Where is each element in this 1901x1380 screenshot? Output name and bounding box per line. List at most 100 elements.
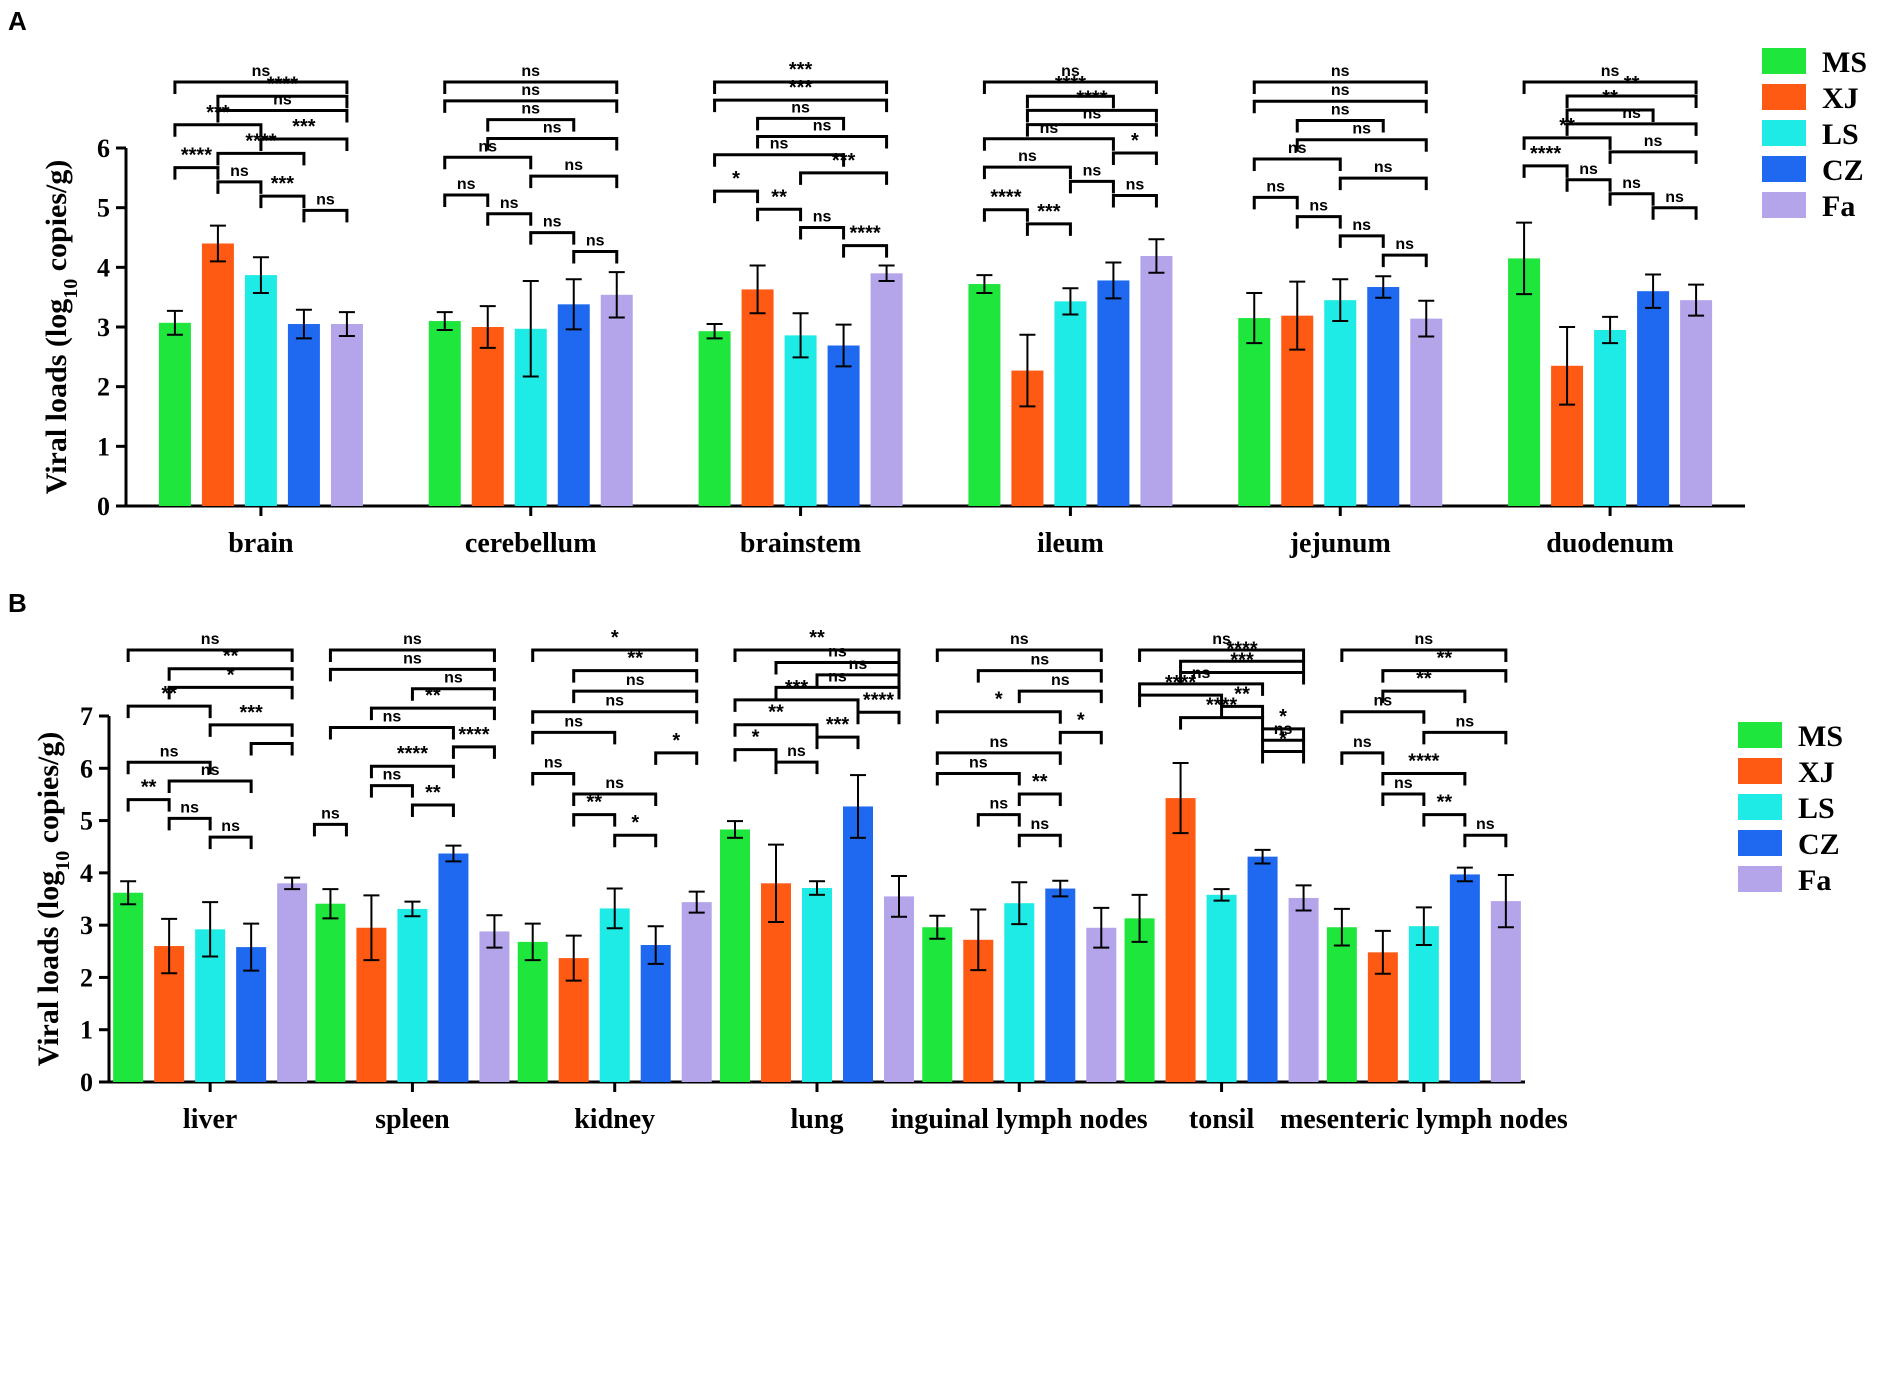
y-tick-label: 4 <box>80 859 93 888</box>
y-tick-label: 7 <box>80 702 93 731</box>
bracket-line <box>572 813 617 827</box>
significance-label: ns <box>1061 63 1080 80</box>
bracket-line <box>259 194 306 209</box>
significance-bracket: ns <box>572 672 699 704</box>
bracket-line <box>410 803 455 817</box>
bracket-line <box>982 80 1158 94</box>
bar-brain-ms <box>158 322 191 506</box>
significance-label: **** <box>1530 143 1561 165</box>
significance-label: ns <box>543 119 562 136</box>
significance-label: **** <box>1076 87 1107 109</box>
significance-label: ** <box>1624 73 1640 95</box>
bracket-line <box>1565 94 1698 108</box>
significance-label: **** <box>1055 73 1086 95</box>
significance-label: ** <box>1234 683 1250 705</box>
significance-bracket: *** <box>259 173 306 209</box>
significance-bracket <box>249 742 294 756</box>
significance-label: ns <box>273 92 292 109</box>
significance-bracket: * <box>1111 130 1158 165</box>
bracket-line <box>531 648 699 662</box>
bracket-line <box>1252 157 1342 171</box>
significance-bracket: ns <box>572 775 658 807</box>
significance-bracket: ns <box>167 762 253 793</box>
significance-label: ** <box>1437 648 1453 670</box>
significance-bracket: ns <box>774 643 901 675</box>
significance-label: ns <box>1665 189 1684 206</box>
significance-label: * <box>1131 130 1139 152</box>
legend-label-xj: XJ <box>1798 756 1835 789</box>
significance-bracket: ns <box>531 693 699 724</box>
y-tick-label: 3 <box>80 911 93 940</box>
significance-bracket: ns <box>1381 236 1428 268</box>
bar-ileum-ms <box>968 284 1001 506</box>
significance-bracket: ns <box>1068 162 1115 194</box>
bar-jejunum-fa <box>1410 318 1443 506</box>
significance-label: ns <box>989 796 1008 813</box>
y-tick-label: 6 <box>80 754 93 783</box>
significance-label: ns <box>1040 120 1059 137</box>
bracket-line <box>774 760 819 775</box>
significance-label: **** <box>1227 638 1258 660</box>
bracket-line <box>486 118 576 132</box>
significance-bracket: *** <box>208 702 294 737</box>
significance-label: ns <box>1456 713 1475 730</box>
bar-tonsil-cz <box>1247 856 1278 1082</box>
bracket-line <box>1138 648 1306 662</box>
significance-label: ns <box>586 232 605 249</box>
significance-label: ns <box>770 136 789 153</box>
significance-label: ns <box>221 818 240 835</box>
bracket-line <box>1295 138 1428 152</box>
significance-bracket: ns <box>208 818 253 850</box>
significance-bracket: ns <box>935 631 1103 662</box>
bracket-line <box>613 833 658 848</box>
bracket-line <box>1522 136 1612 150</box>
significance-label: ns <box>500 195 519 212</box>
significance-bracket: *** <box>815 714 860 750</box>
bar-spleen-ls <box>397 908 428 1082</box>
bracket-line <box>1252 80 1428 94</box>
bar-kidney-cz <box>640 945 671 1082</box>
significance-bracket: ns <box>531 754 576 786</box>
bar-brain-cz <box>287 324 320 506</box>
significance-label: ** <box>425 685 441 707</box>
bracket-line <box>216 180 263 194</box>
significance-label: ns <box>1331 101 1350 118</box>
y-tick-label: 2 <box>80 963 93 992</box>
y-tick-label: 5 <box>80 807 93 836</box>
bracket-line <box>1381 689 1467 704</box>
significance-bracket: ns <box>1252 140 1342 171</box>
significance-label: ns <box>230 163 249 180</box>
significance-bracket: ns <box>1295 101 1385 133</box>
category-label: cerebellum <box>465 528 597 559</box>
significance-bracket: ns <box>982 63 1158 94</box>
y-tick-label: 4 <box>97 253 110 282</box>
significance-label: ns <box>1352 217 1371 234</box>
significance-bracket: ns <box>126 743 212 775</box>
panel-label: A <box>8 6 27 36</box>
bracket-line <box>1381 253 1428 268</box>
bar-duodenum-fa <box>1680 300 1713 506</box>
significance-bracket: **** <box>216 130 306 166</box>
significance-bracket: ns <box>216 163 263 194</box>
bracket-line <box>572 249 619 264</box>
significance-label: ** <box>1416 668 1432 690</box>
bracket-line <box>173 123 263 137</box>
significance-label: **** <box>181 145 212 167</box>
bar-tonsil-ms <box>1124 918 1155 1082</box>
bracket-line <box>1381 771 1467 786</box>
bracket-line <box>216 94 349 109</box>
significance-label: ns <box>321 805 340 822</box>
significance-bracket: ** <box>410 782 455 817</box>
bracket-line <box>982 165 1072 180</box>
bracket-line <box>1017 689 1103 704</box>
bar-brain-xj <box>201 243 234 506</box>
bar-kidney-fa <box>681 902 712 1082</box>
significance-bracket: ns <box>369 767 414 798</box>
bracket-line <box>126 760 212 775</box>
significance-label: ns <box>1394 775 1413 792</box>
bracket-line <box>173 166 220 180</box>
bracket-line <box>126 648 294 662</box>
significance-label: ns <box>1374 159 1393 176</box>
